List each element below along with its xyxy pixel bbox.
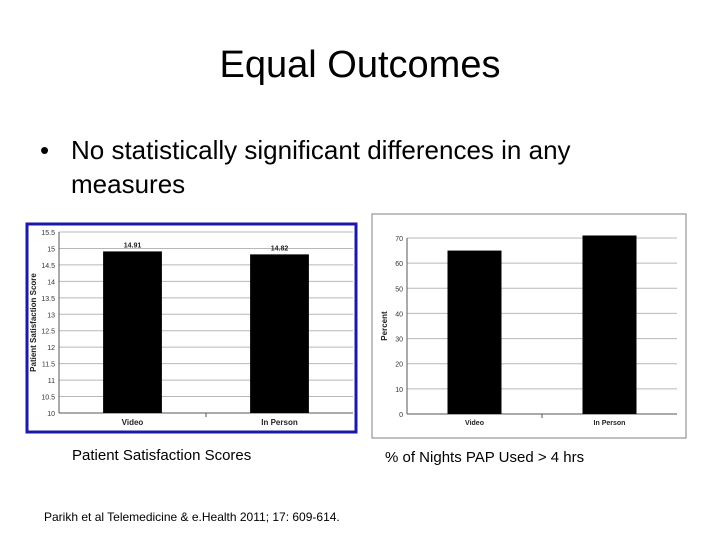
bar xyxy=(103,251,162,413)
pap-usage-chart-svg: 0 10 20 30 40 50 60 70 Percent Video In Person xyxy=(371,213,687,439)
y-tick-label: 10.5 xyxy=(41,395,55,402)
y-tick-label: 30 xyxy=(395,337,403,344)
bar xyxy=(582,235,637,414)
x-tick-label: Video xyxy=(465,420,484,427)
slide-title: Equal Outcomes xyxy=(219,44,501,86)
y-tick-label: 14.5 xyxy=(41,263,55,270)
y-tick-label: 12.5 xyxy=(41,329,55,336)
chart-frame xyxy=(371,213,687,439)
x-tick-label: In Person xyxy=(261,418,298,427)
bar xyxy=(250,254,309,413)
y-tick-label: 11.5 xyxy=(42,362,55,369)
bar xyxy=(447,250,502,414)
y-tick-label: 11 xyxy=(48,378,55,385)
y-axis-label: Percent xyxy=(380,311,389,341)
satisfaction-chart-caption: Patient Satisfaction Scores xyxy=(72,447,252,464)
satisfaction-chart: 10 10.5 11 11.5 12 12.5 13 13.5 14 14.5 15 15.5 Pati… xyxy=(25,222,358,434)
y-tick-label: 15 xyxy=(47,246,55,253)
data-label: 14.91 xyxy=(124,242,142,249)
bullet-dot: • xyxy=(40,135,50,165)
y-tick-label: 50 xyxy=(395,286,403,293)
y-tick-label: 10 xyxy=(47,411,55,418)
y-axis-label: Patient Satisfaction Score xyxy=(29,273,38,372)
y-tick-label: 70 xyxy=(395,236,403,243)
y-tick-label: 13 xyxy=(47,312,55,319)
y-tick-label: 12 xyxy=(47,345,55,352)
y-tick-label: 0 xyxy=(399,412,403,419)
citation: Parikh et al Telemedicine & e.Health 201… xyxy=(44,510,340,524)
y-tick-label: 60 xyxy=(395,261,403,268)
y-tick-label: 14 xyxy=(47,279,55,286)
y-tick-label: 20 xyxy=(395,362,403,369)
pap-usage-chart-caption: % of Nights PAP Used > 4 hrs xyxy=(385,449,585,466)
y-tick-label: 40 xyxy=(395,311,403,318)
y-tick-label: 15.5 xyxy=(41,230,55,237)
pap-usage-chart: 0 10 20 30 40 50 60 70 Percent Video In Person xyxy=(371,213,687,439)
y-tick-label: 13.5 xyxy=(41,296,55,303)
x-tick-label: Video xyxy=(122,418,144,427)
satisfaction-chart-svg: 10 10.5 11 11.5 12 12.5 13 13.5 14 14.5 15 15.5 Pati… xyxy=(25,222,358,434)
data-label: 14.82 xyxy=(271,245,289,252)
bullet-text: No statistically significant differences… xyxy=(71,135,571,199)
y-tick-label: 10 xyxy=(395,387,403,394)
x-tick-label: In Person xyxy=(594,420,626,427)
